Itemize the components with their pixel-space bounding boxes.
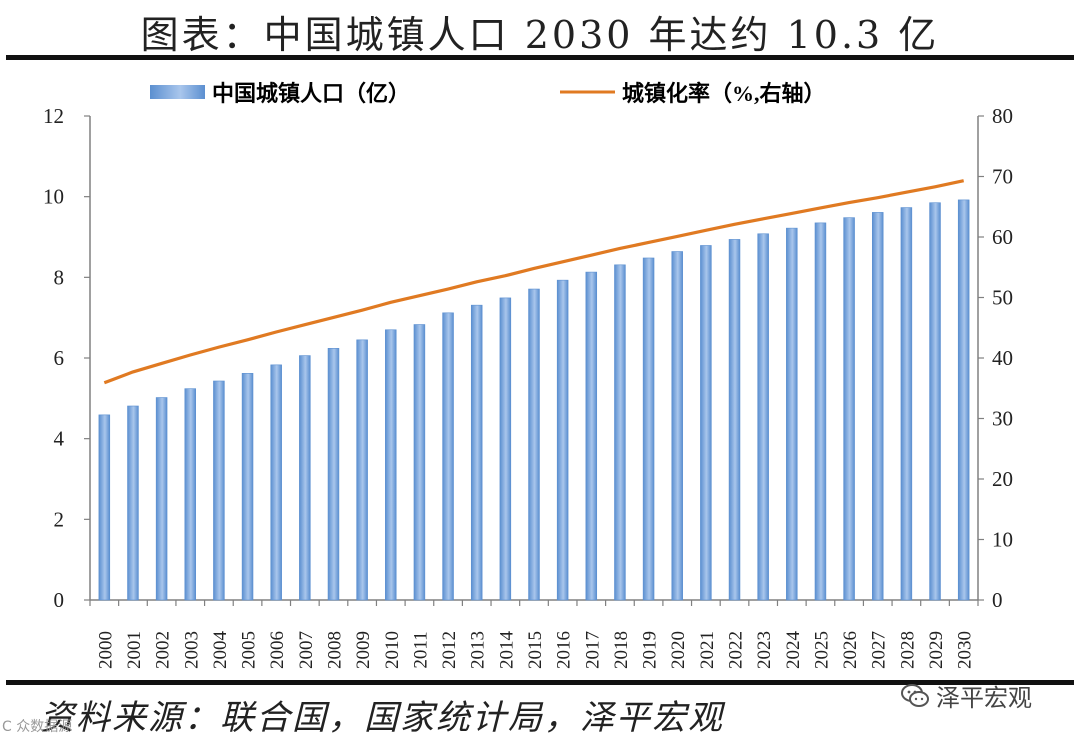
x-tick-label: 2016 <box>554 631 575 669</box>
y-left-tick-label: 4 <box>54 427 65 451</box>
bar <box>757 233 769 601</box>
bar <box>957 199 970 601</box>
y-left-tick-label: 2 <box>54 507 65 531</box>
bar <box>929 202 941 601</box>
y-right-tick-label: 60 <box>992 225 1013 249</box>
x-tick-label: 2021 <box>697 631 718 669</box>
x-tick-label: 2020 <box>668 631 689 669</box>
x-tick-label: 2022 <box>726 631 747 669</box>
legend-bar-swatch <box>150 85 205 99</box>
x-tick-label: 2004 <box>210 631 231 670</box>
y-right-tick-label: 10 <box>992 528 1013 552</box>
bar <box>642 257 655 601</box>
chart: 中国城镇人口（亿） 城镇化率（%,右轴） 0246810120102030405… <box>43 81 1013 670</box>
wechat-icon <box>901 683 929 707</box>
bar <box>585 271 598 601</box>
bar <box>356 339 368 601</box>
bar <box>270 364 282 601</box>
bottom-rule <box>6 680 1074 685</box>
x-tick-label: 2001 <box>124 631 145 669</box>
y-left-tick-label: 0 <box>54 588 65 612</box>
x-tick-label: 2013 <box>468 631 489 669</box>
bar <box>98 414 111 601</box>
y-right-tick-label: 30 <box>992 407 1013 431</box>
legend-line-label: 城镇化率（%,右轴） <box>622 81 826 106</box>
x-tick-label: 2017 <box>582 631 603 669</box>
bar <box>155 397 168 601</box>
bar <box>728 239 741 601</box>
bar <box>671 251 683 601</box>
bar <box>442 312 454 601</box>
bar <box>900 207 913 601</box>
x-tick-label: 2028 <box>897 631 918 669</box>
x-tick-label: 2023 <box>754 631 775 669</box>
x-tick-label: 2000 <box>95 631 116 669</box>
bar <box>499 297 512 601</box>
bar <box>299 355 311 601</box>
x-tick-label: 2002 <box>153 631 174 669</box>
bar <box>413 324 426 601</box>
y-right-tick-label: 0 <box>992 588 1003 612</box>
x-tick-label: 2024 <box>783 631 804 670</box>
chart-title: 图表：中国城镇人口 2030 年达约 10.3 亿 <box>140 13 940 57</box>
x-tick-label: 2027 <box>869 631 890 669</box>
x-tick-label: 2026 <box>840 631 861 669</box>
legend: 中国城镇人口（亿） 城镇化率（%,右轴） <box>150 81 826 106</box>
x-tick-label: 2008 <box>324 631 345 669</box>
bar <box>184 388 197 601</box>
bar <box>843 217 855 601</box>
y-right-tick-label: 20 <box>992 467 1013 491</box>
x-tick-label: 2005 <box>239 631 260 669</box>
x-tick-label: 2019 <box>640 631 661 669</box>
y-right-tick-label: 50 <box>992 286 1013 310</box>
bar <box>241 373 254 601</box>
bar <box>127 405 139 601</box>
x-tick-label: 2014 <box>496 631 517 670</box>
x-tick-label: 2009 <box>353 631 374 669</box>
y-left-tick-label: 10 <box>43 185 64 209</box>
x-tick-label: 2025 <box>811 631 832 669</box>
y-left-tick-label: 6 <box>54 346 65 370</box>
x-tick-label: 2011 <box>410 631 431 668</box>
bar <box>470 304 483 601</box>
x-tick-label: 2018 <box>611 631 632 669</box>
corner-watermark: C 众数据源 <box>2 719 73 735</box>
watermark: 泽平宏观 <box>900 678 1032 713</box>
bar <box>614 264 626 601</box>
x-tick-label: 2010 <box>382 631 403 669</box>
bar <box>213 380 225 601</box>
bar <box>871 212 884 601</box>
y-right-tick-label: 40 <box>992 346 1013 370</box>
bar <box>385 329 397 601</box>
bar <box>814 222 827 601</box>
y-left-tick-label: 8 <box>54 265 65 289</box>
y-left-tick-label: 12 <box>43 104 64 128</box>
bar <box>556 279 569 601</box>
y-right-tick-label: 70 <box>992 165 1013 189</box>
x-tick-label: 2029 <box>926 631 947 669</box>
top-rule <box>6 55 1074 60</box>
bar <box>700 245 712 601</box>
x-tick-label: 2012 <box>439 631 460 669</box>
y-right-tick-label: 80 <box>992 104 1013 128</box>
x-tick-label: 2006 <box>267 631 288 669</box>
x-tick-label: 2030 <box>955 631 976 669</box>
bar <box>528 288 540 601</box>
x-tick-label: 2015 <box>525 631 546 669</box>
legend-bar-label: 中国城镇人口（亿） <box>212 81 410 106</box>
x-tick-label: 2007 <box>296 631 317 669</box>
bar <box>327 348 340 601</box>
watermark-brand: 泽平宏观 <box>936 684 1032 712</box>
source-note: 资料来源：联合国，国家统计局，泽平宏观 <box>40 698 724 738</box>
x-tick-label: 2003 <box>181 631 202 669</box>
bar <box>786 227 798 601</box>
